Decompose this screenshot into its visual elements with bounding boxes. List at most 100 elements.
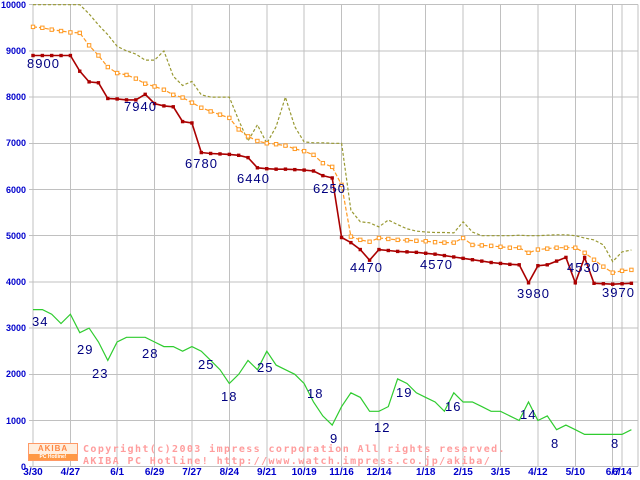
marker-average-price-dashed: [451, 240, 456, 245]
marker-low-price-solid: [405, 250, 409, 254]
marker-low-price-solid: [517, 263, 521, 267]
marker-low-price-solid: [134, 98, 138, 102]
marker-low-price-solid: [611, 282, 615, 286]
shop-count-label: 19: [396, 385, 413, 400]
marker-low-price-solid: [96, 81, 101, 85]
shop-count-label: 8: [611, 436, 620, 451]
x-axis-label: 7/27: [182, 467, 202, 478]
shop-count-label: 16: [445, 399, 462, 414]
price-callout-label: 4570: [420, 257, 453, 272]
shop-count-label: 34: [32, 314, 49, 329]
x-axis-label: 4/12: [528, 467, 548, 478]
marker-low-price-solid: [592, 281, 596, 285]
marker-low-price-solid: [152, 101, 157, 106]
marker-low-price-solid: [68, 53, 73, 58]
marker-average-price-dashed: [330, 164, 335, 170]
marker-average-price-dashed: [535, 247, 541, 252]
marker-average-price-dashed: [273, 142, 279, 147]
marker-low-price-solid: [377, 247, 381, 252]
marker-average-price-dashed: [601, 264, 606, 269]
marker-low-price-solid: [620, 282, 624, 286]
marker-average-price-dashed: [395, 237, 400, 243]
marker-average-price-dashed: [414, 238, 419, 243]
x-axis-label: 6/14: [612, 467, 632, 478]
marker-low-price-solid: [414, 250, 419, 255]
marker-average-price-dashed: [479, 243, 485, 248]
marker-average-price-dashed: [348, 234, 354, 239]
marker-average-price-dashed: [283, 143, 288, 148]
marker-low-price-solid: [255, 166, 260, 170]
marker-low-price-solid: [629, 281, 634, 285]
shop-count-label: 18: [221, 389, 238, 404]
marker-average-price-dashed: [629, 267, 634, 273]
marker-average-price-dashed: [152, 84, 157, 89]
marker-low-price-solid: [545, 263, 549, 267]
x-axis-label: 6/7: [605, 467, 620, 478]
shop-count-label: 18: [307, 386, 324, 401]
price-callout-label: 6780: [185, 156, 218, 171]
marker-average-price-dashed: [264, 141, 269, 146]
marker-low-price-solid: [311, 169, 316, 173]
marker-average-price-dashed: [423, 239, 428, 244]
y-axis-label: 9000: [5, 45, 26, 56]
marker-low-price-solid: [386, 248, 390, 253]
marker-average-price-dashed: [404, 238, 410, 243]
marker-average-price-dashed: [507, 245, 513, 250]
shop-count-label: 25: [257, 360, 274, 375]
marker-average-price-dashed: [573, 245, 578, 250]
marker-low-price-solid: [601, 282, 606, 286]
marker-average-price-dashed: [517, 245, 522, 250]
price-callout-label: 7940: [124, 99, 157, 114]
marker-low-price-solid: [171, 105, 175, 109]
y-axis-label: 7000: [5, 138, 26, 149]
marker-average-price-dashed: [208, 109, 213, 114]
marker-low-price-solid: [452, 255, 456, 259]
x-axis-label: 1/18: [415, 467, 436, 478]
shop-count-label: 23: [92, 366, 109, 381]
marker-low-price-solid: [470, 258, 475, 262]
price-callout-label: 8900: [27, 56, 60, 71]
marker-average-price-dashed: [610, 270, 615, 275]
marker-low-price-solid: [227, 152, 232, 157]
marker-average-price-dashed: [339, 182, 344, 188]
logo-pc-hotline-text: PC Hotline!: [29, 454, 77, 460]
marker-low-price-solid: [218, 152, 222, 156]
marker-average-price-dashed: [376, 235, 382, 241]
y-axis-label: 5000: [5, 230, 26, 241]
shop-count-label: 25: [198, 357, 215, 372]
marker-average-price-dashed: [189, 100, 195, 105]
marker-low-price-solid: [59, 53, 63, 58]
marker-average-price-dashed: [488, 243, 494, 249]
marker-average-price-dashed: [545, 246, 550, 251]
marker-average-price-dashed: [311, 152, 316, 158]
marker-low-price-solid: [208, 151, 213, 156]
marker-low-price-solid: [536, 264, 540, 268]
marker-average-price-dashed: [367, 239, 372, 244]
price-callout-label: 4530: [567, 260, 600, 275]
marker-average-price-dashed: [442, 240, 447, 245]
series-shop-count: [33, 309, 632, 435]
price-callout-label: 6440: [237, 171, 270, 186]
marker-average-price-dashed: [86, 43, 92, 48]
shop-count-label: 29: [77, 342, 94, 357]
marker-average-price-dashed: [619, 268, 625, 274]
marker-low-price-solid: [564, 255, 568, 260]
marker-low-price-solid: [162, 104, 166, 108]
marker-average-price-dashed: [58, 28, 64, 34]
marker-average-price-dashed: [358, 237, 363, 243]
marker-low-price-solid: [339, 235, 344, 240]
copyright-line-1: Copyright(c)2003 impress corporation All…: [83, 444, 506, 455]
marker-average-price-dashed: [49, 27, 54, 32]
x-axis-label: 10/19: [291, 467, 317, 478]
price-callout-label: 4470: [350, 260, 383, 275]
marker-average-price-dashed: [105, 64, 110, 70]
akiba-pc-hotline-logo: AKIBA PC Hotline!: [28, 443, 78, 461]
marker-low-price-solid: [199, 150, 203, 155]
marker-average-price-dashed: [236, 127, 241, 132]
y-axis-label: 6000: [5, 184, 26, 195]
y-axis-label: 0: [20, 461, 26, 472]
series-high-price-dashed: [33, 4, 632, 263]
marker-average-price-dashed: [143, 81, 148, 86]
marker-low-price-solid: [498, 261, 503, 266]
